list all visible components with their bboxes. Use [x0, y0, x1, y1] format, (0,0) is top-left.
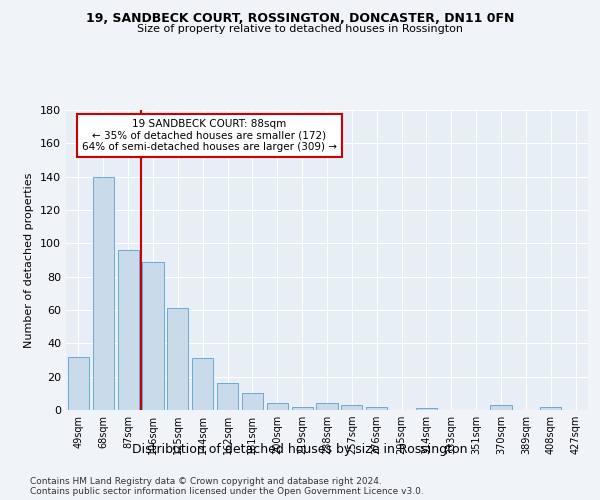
Text: Contains HM Land Registry data © Crown copyright and database right 2024.: Contains HM Land Registry data © Crown c… [30, 478, 382, 486]
Bar [167, 308, 188, 410]
Bar [192, 358, 213, 410]
Bar [242, 394, 263, 410]
Text: Distribution of detached houses by size in Rossington: Distribution of detached houses by size … [132, 442, 468, 456]
Text: Size of property relative to detached houses in Rossington: Size of property relative to detached ho… [137, 24, 463, 34]
Bar [540, 406, 561, 410]
Bar [267, 404, 288, 410]
Bar [316, 404, 338, 410]
Bar [366, 406, 387, 410]
Bar [292, 406, 313, 410]
Bar [490, 405, 512, 410]
Bar [341, 405, 362, 410]
Bar [68, 356, 89, 410]
Bar [416, 408, 437, 410]
Bar [142, 262, 164, 410]
Bar [217, 384, 238, 410]
Text: 19 SANDBECK COURT: 88sqm
← 35% of detached houses are smaller (172)
64% of semi-: 19 SANDBECK COURT: 88sqm ← 35% of detach… [82, 119, 337, 152]
Text: 19, SANDBECK COURT, ROSSINGTON, DONCASTER, DN11 0FN: 19, SANDBECK COURT, ROSSINGTON, DONCASTE… [86, 12, 514, 26]
Bar [93, 176, 114, 410]
Text: Contains public sector information licensed under the Open Government Licence v3: Contains public sector information licen… [30, 488, 424, 496]
Bar [118, 250, 139, 410]
Y-axis label: Number of detached properties: Number of detached properties [25, 172, 34, 348]
